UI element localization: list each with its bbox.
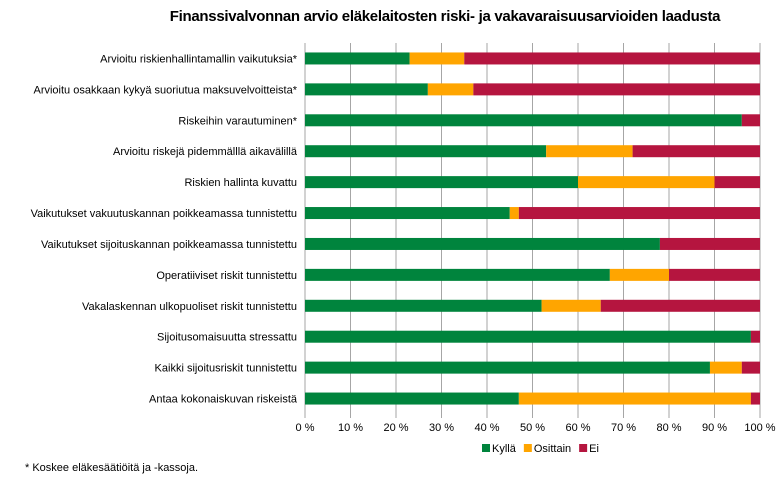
- x-tick-label: 100 %: [744, 422, 775, 434]
- x-tick-label: 20 %: [383, 422, 408, 434]
- x-tick-label: 90 %: [702, 422, 727, 434]
- bar-segment-kyllä: [305, 330, 751, 343]
- bar-segment-kyllä: [305, 114, 742, 127]
- category-label: Arvioitu osakkaan kykyä suoriutua maksuv…: [33, 84, 297, 96]
- bar-segment-ei: [600, 299, 760, 312]
- category-label: Vaikutukset sijoituskannan poikkeamassa …: [41, 239, 297, 251]
- legend-swatch: [482, 444, 490, 452]
- x-tick-label: 30 %: [429, 422, 454, 434]
- x-tick-label: 80 %: [656, 422, 681, 434]
- category-label: Vakalaskennan ulkopuoliset riskit tunnis…: [82, 301, 297, 313]
- category-label: Kaikki sijoitusriskit tunnistettu: [155, 363, 297, 375]
- bar-segment-ei: [518, 207, 760, 220]
- category-label: Antaa kokonaiskuvan riskeistä: [149, 394, 298, 406]
- bar-segment-osittain: [709, 361, 742, 374]
- category-label: Sijoitusomaisuutta stressattu: [157, 332, 297, 344]
- bar-segment-kyllä: [305, 237, 660, 250]
- bar-segment-kyllä: [305, 361, 710, 374]
- bar-segment-kyllä: [305, 83, 428, 96]
- bar-segment-ei: [741, 114, 760, 127]
- x-tick-label: 50 %: [520, 422, 545, 434]
- bar-segment-ei: [632, 145, 760, 158]
- bar-segment-kyllä: [305, 207, 510, 220]
- legend-label: Osittain: [534, 443, 571, 455]
- category-label: Riskeihin varautuminen*: [178, 115, 297, 127]
- bar-segment-osittain: [518, 392, 751, 405]
- legend-label: Kyllä: [492, 443, 517, 455]
- x-tick-label: 40 %: [474, 422, 499, 434]
- bar-segment-osittain: [546, 145, 633, 158]
- bar-segment-ei: [714, 176, 760, 189]
- category-label: Operatiiviset riskit tunnistettu: [156, 270, 297, 282]
- footnote: * Koskee eläkesäätiöitä ja -kassoja.: [25, 462, 199, 474]
- x-tick-label: 10 %: [338, 422, 363, 434]
- category-label: Riskien hallinta kuvattu: [184, 177, 297, 189]
- bar-segment-ei: [750, 392, 760, 405]
- category-label: Vaikutukset vakuutuskannan poikkeamassa …: [31, 208, 297, 220]
- category-label: Arvioitu riskejä pidemmälllä aikavälillä: [113, 146, 298, 158]
- category-label: Arvioitu riskienhallintamallin vaikutuks…: [100, 53, 298, 65]
- chart-title: Finanssivalvonnan arvio eläkelaitosten r…: [169, 8, 721, 25]
- x-tick-label: 70 %: [611, 422, 636, 434]
- x-tick-label: 60 %: [565, 422, 590, 434]
- x-tick-label: 0 %: [296, 422, 315, 434]
- legend-swatch: [523, 444, 532, 452]
- bar-segment-ei: [741, 361, 760, 374]
- bar-segment-osittain: [541, 299, 601, 312]
- bar-segment-kyllä: [305, 392, 519, 405]
- bar-segment-kyllä: [305, 299, 542, 312]
- legend-swatch: [579, 444, 588, 452]
- bar-segment-kyllä: [305, 268, 610, 281]
- bar-segment-ei: [473, 83, 760, 96]
- bar-segment-osittain: [427, 83, 474, 96]
- legend-label: Ei: [589, 443, 599, 455]
- bar-segment-ei: [669, 268, 760, 281]
- bar-segment-osittain: [578, 176, 715, 189]
- bar-segment-osittain: [609, 268, 669, 281]
- bar-segment-ei: [659, 237, 760, 250]
- bar-segment-kyllä: [305, 145, 547, 158]
- bar-segment-osittain: [409, 52, 465, 65]
- bar-segment-ei: [750, 330, 760, 343]
- bar-segment-kyllä: [305, 52, 410, 65]
- bar-segment-kyllä: [305, 176, 578, 189]
- bar-segment-ei: [464, 52, 760, 65]
- bar-segment-osittain: [509, 207, 519, 220]
